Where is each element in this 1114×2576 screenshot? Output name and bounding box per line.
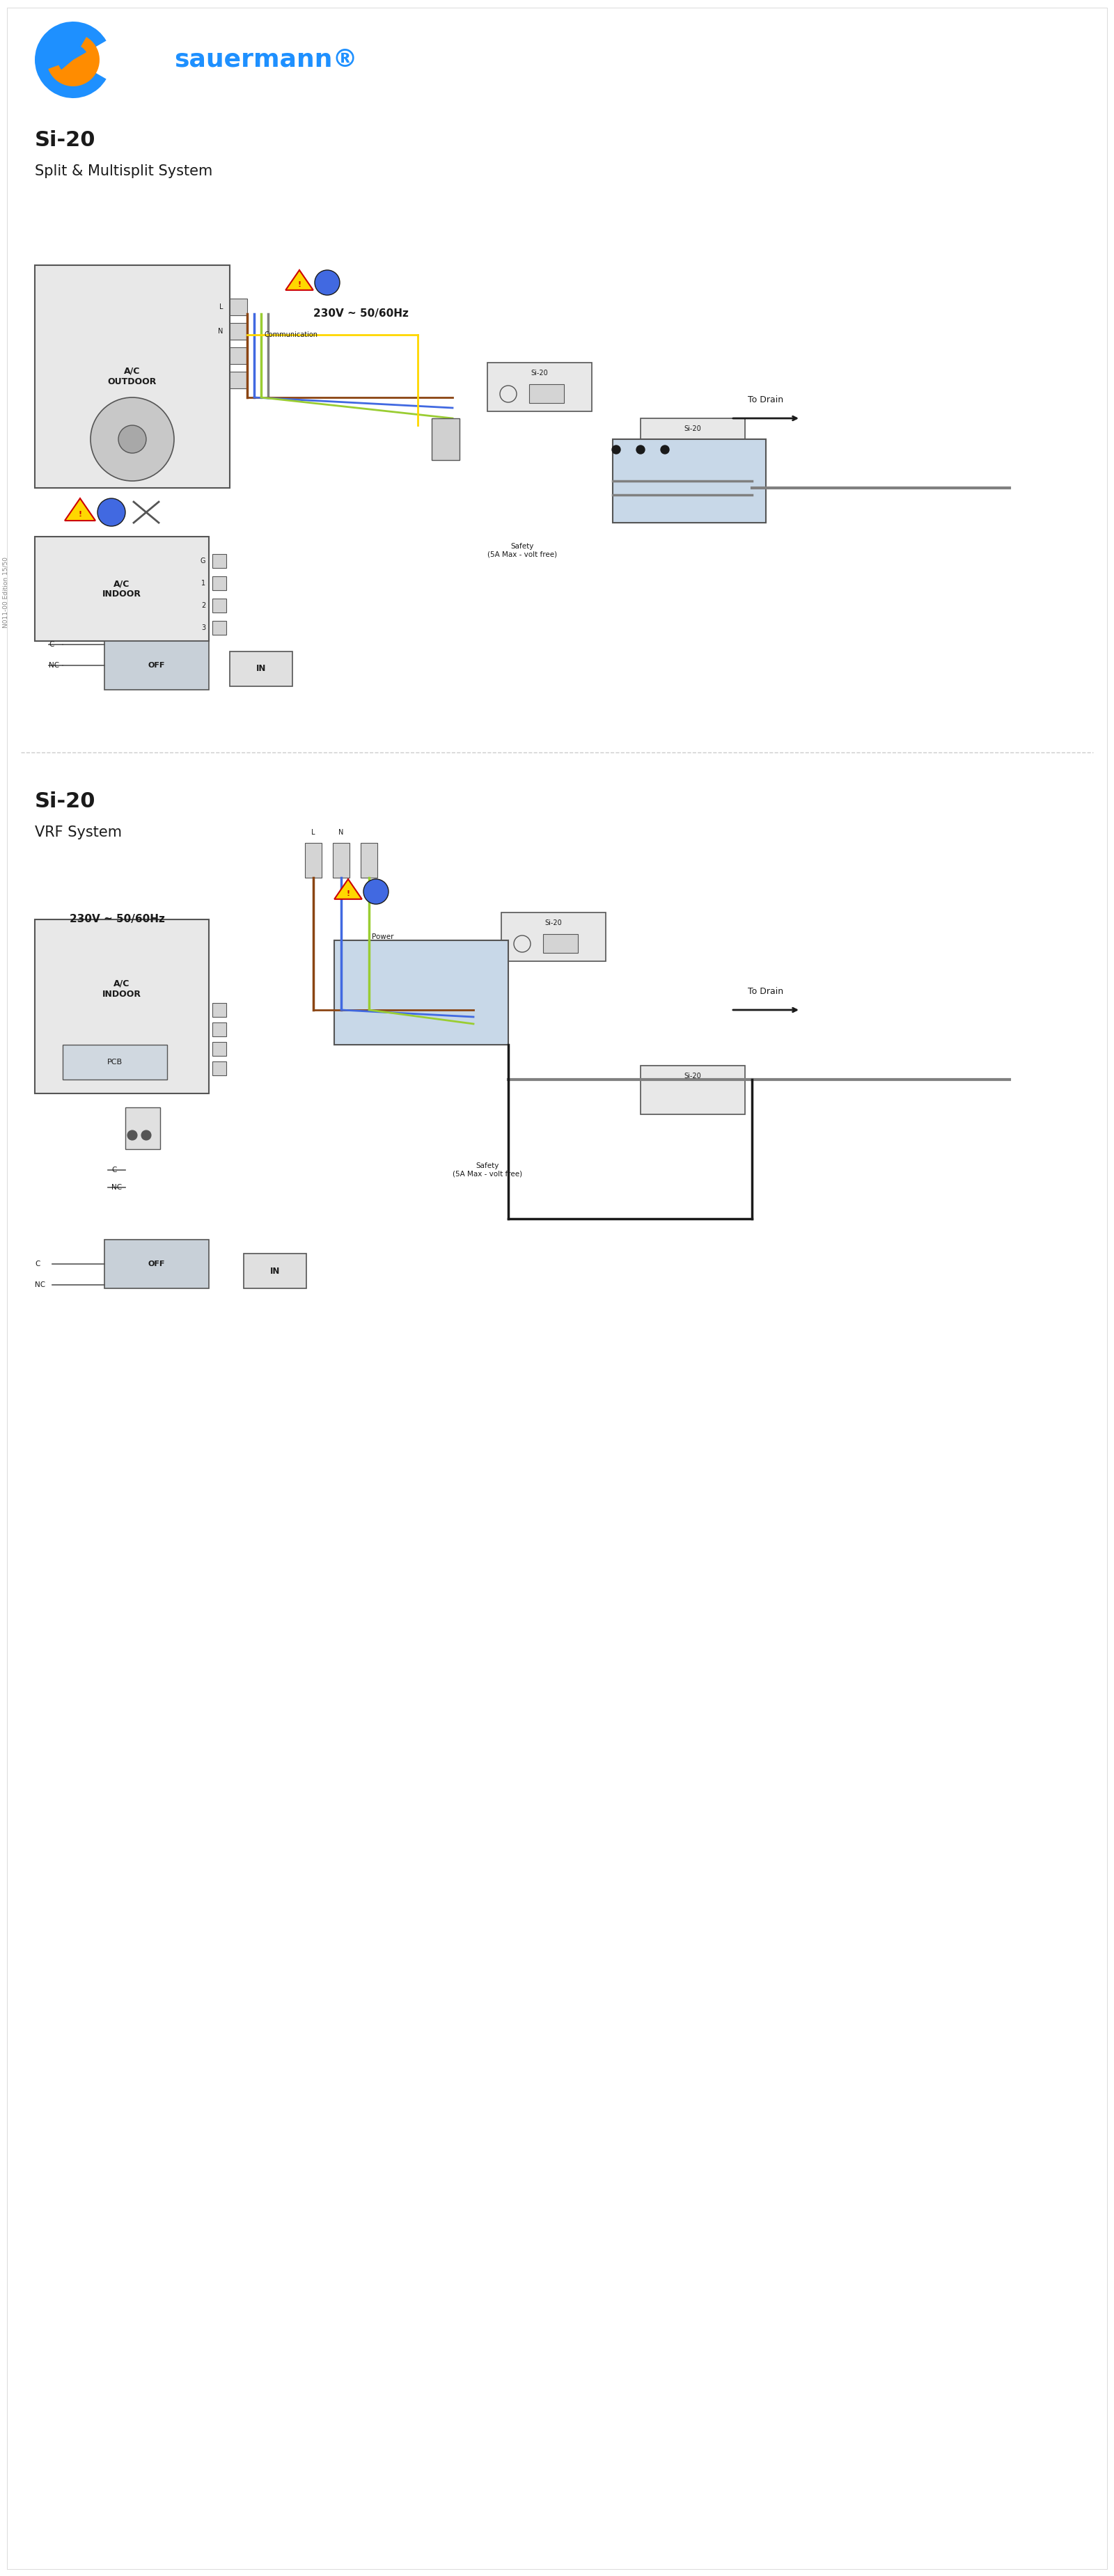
Bar: [333, 842, 350, 878]
Circle shape: [612, 446, 620, 453]
Bar: [641, 1066, 745, 1115]
Text: IN: IN: [256, 665, 266, 672]
Bar: [213, 1061, 226, 1074]
Text: N: N: [217, 327, 223, 335]
Circle shape: [90, 397, 174, 482]
Bar: [501, 912, 606, 961]
Bar: [305, 842, 322, 878]
Text: Si-20: Si-20: [35, 129, 96, 149]
Text: C: C: [49, 641, 53, 649]
Bar: [213, 577, 226, 590]
Polygon shape: [65, 497, 96, 520]
Text: NC: NC: [49, 662, 59, 670]
Bar: [125, 1108, 160, 1149]
Bar: [213, 1002, 226, 1018]
Text: To Drain: To Drain: [749, 987, 783, 997]
Bar: [213, 1041, 226, 1056]
Polygon shape: [334, 878, 362, 899]
Text: Safety
(5A Max - volt free): Safety (5A Max - volt free): [487, 544, 557, 559]
Circle shape: [363, 878, 389, 904]
Text: 230V ~ 50/60Hz: 230V ~ 50/60Hz: [69, 914, 165, 925]
Text: To Drain: To Drain: [749, 394, 783, 404]
Text: N011-00 Edition 15/50: N011-00 Edition 15/50: [2, 556, 9, 629]
Circle shape: [661, 446, 670, 453]
Bar: [229, 652, 292, 685]
Bar: [105, 641, 209, 690]
Text: Si-20: Si-20: [531, 368, 548, 376]
Text: 230V ~ 50/60Hz: 230V ~ 50/60Hz: [313, 309, 409, 319]
Text: Si-20: Si-20: [35, 791, 96, 811]
Bar: [62, 1046, 167, 1079]
Text: N: N: [339, 829, 344, 837]
Bar: [229, 371, 247, 389]
Wedge shape: [58, 44, 87, 70]
Bar: [35, 265, 229, 487]
Text: A/C
OUTDOOR: A/C OUTDOOR: [108, 366, 157, 386]
Bar: [213, 554, 226, 567]
Text: OFF: OFF: [148, 662, 165, 670]
Text: A/C
INDOOR: A/C INDOOR: [102, 979, 141, 999]
Text: OFF: OFF: [148, 1260, 165, 1267]
Bar: [361, 842, 378, 878]
Text: sauermann®: sauermann®: [174, 49, 358, 72]
Bar: [641, 417, 745, 466]
Text: Power: Power: [372, 933, 394, 940]
Bar: [244, 1255, 306, 1288]
Bar: [35, 920, 209, 1092]
Text: Si-20: Si-20: [684, 425, 702, 433]
Text: PCB: PCB: [107, 1059, 123, 1066]
Bar: [35, 536, 209, 641]
Text: Safety
(5A Max - volt free): Safety (5A Max - volt free): [452, 1162, 522, 1177]
Circle shape: [315, 270, 340, 296]
Circle shape: [141, 1131, 152, 1141]
Text: A/C
INDOOR: A/C INDOOR: [102, 580, 141, 598]
Circle shape: [500, 386, 517, 402]
Text: 1: 1: [202, 580, 205, 587]
Text: Communication: Communication: [265, 332, 319, 337]
Text: 3: 3: [202, 623, 205, 631]
Text: Split & Multisplit System: Split & Multisplit System: [35, 165, 213, 178]
Text: L: L: [312, 829, 315, 837]
Text: C: C: [111, 1167, 117, 1175]
Text: 2: 2: [201, 603, 205, 608]
Bar: [432, 417, 460, 461]
Circle shape: [636, 446, 645, 453]
Bar: [613, 438, 766, 523]
Bar: [334, 940, 508, 1046]
Bar: [229, 322, 247, 340]
Circle shape: [98, 497, 125, 526]
Wedge shape: [35, 21, 106, 98]
Polygon shape: [285, 270, 313, 291]
Bar: [213, 621, 226, 634]
Circle shape: [514, 935, 530, 953]
Bar: [488, 363, 592, 412]
Text: NC: NC: [111, 1185, 121, 1190]
Text: L: L: [219, 304, 223, 312]
Bar: [529, 384, 564, 402]
Text: NC: NC: [35, 1280, 46, 1288]
Text: Si-20: Si-20: [684, 1072, 702, 1079]
Bar: [229, 348, 247, 363]
Circle shape: [118, 425, 146, 453]
Wedge shape: [48, 36, 99, 88]
Text: IN: IN: [270, 1267, 280, 1275]
Bar: [213, 1023, 226, 1036]
Text: C: C: [35, 1260, 40, 1267]
Bar: [105, 1239, 209, 1288]
Text: !: !: [346, 891, 350, 896]
Bar: [229, 299, 247, 314]
Text: Si-20: Si-20: [545, 920, 563, 927]
Bar: [213, 598, 226, 613]
Text: G: G: [201, 556, 205, 564]
Circle shape: [127, 1131, 137, 1141]
Text: VRF System: VRF System: [35, 824, 121, 840]
Text: !: !: [297, 281, 301, 289]
Bar: [544, 935, 578, 953]
Text: !: !: [78, 510, 81, 518]
